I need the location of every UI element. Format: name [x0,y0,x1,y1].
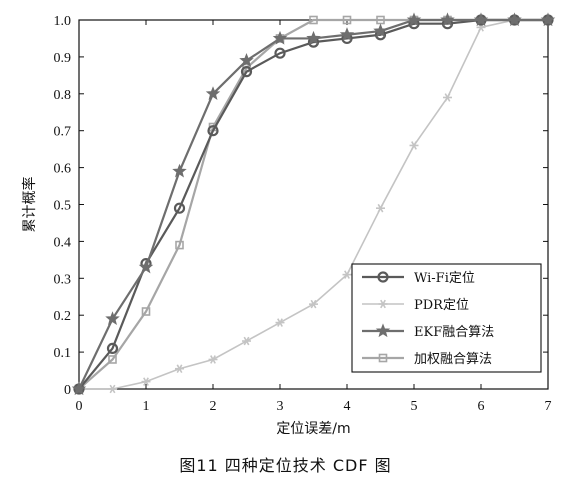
data-point [309,15,318,25]
data-point [378,353,388,363]
x-tick-label: 1 [143,399,150,414]
x-tick-label: 7 [545,399,552,414]
legend-label: Wi-Fi定位 [414,271,475,286]
y-tick-label: 1.0 [54,14,72,29]
x-tick-label: 6 [478,399,485,414]
data-point [106,342,119,355]
legend-label: PDR定位 [414,298,469,313]
legend-label: 加权融合算法 [414,351,492,367]
data-point [440,12,455,27]
y-tick-label: 0.1 [54,346,72,361]
data-point [242,336,251,346]
data-point [507,12,522,27]
figure-caption: 图11 四种定位技术 CDF 图 [179,456,392,475]
x-axis-label: 定位误差/m [276,421,350,437]
data-point [138,259,154,274]
data-point [71,381,87,396]
data-point [473,12,489,27]
data-point [105,311,120,326]
x-tick-label: 4 [344,399,351,414]
y-tick-label: 0 [64,383,71,398]
data-point [175,364,184,374]
legend-item: EKF融合算法 [362,323,494,340]
data-point [540,12,556,27]
data-point [378,299,388,309]
y-tick-label: 0.8 [54,88,72,103]
data-point [141,377,151,386]
data-point [306,30,321,45]
data-point [342,15,352,25]
data-point [272,30,288,45]
y-tick-label: 0.4 [54,235,72,250]
data-point [141,307,151,316]
data-point [108,384,117,394]
legend-item: Wi-Fi定位 [362,271,475,286]
y-tick-label: 0.9 [54,51,72,66]
y-tick-label: 0.7 [54,125,72,140]
data-point [275,318,285,327]
data-point [376,203,385,213]
data-point [173,202,186,214]
data-point [207,125,219,137]
legend-item: PDR定位 [362,298,469,313]
y-tick-label: 0.5 [54,199,72,214]
data-point [409,141,419,150]
data-point [375,323,391,338]
x-tick-label: 5 [411,399,418,414]
data-point [406,12,422,27]
data-point [339,27,355,41]
series-line [78,18,548,390]
legend-label: EKF融合算法 [414,325,494,340]
x-tick-label: 2 [210,399,217,414]
data-point [240,66,253,78]
y-tick-label: 0.2 [54,309,72,324]
series-layer [71,12,556,396]
data-point [172,163,187,178]
data-point [373,23,388,38]
x-tick-label: 0 [76,399,83,414]
data-point [205,86,221,100]
y-tick-label: 0.6 [54,162,72,177]
data-point [108,355,117,364]
y-tick-label: 0.3 [54,272,72,287]
cdf-chart: 0 1 2 3 4 5 6 700.10.20.30.40.50.60.70.80.91.0 … [21,12,556,437]
legend-item: 加权融合算法 [362,351,492,367]
y-axis-label: 累计概率 [21,177,38,233]
data-point [443,93,452,102]
data-point [342,270,352,279]
data-point [208,355,218,364]
data-point [239,52,254,67]
x-tick-label: 3 [277,399,284,414]
data-point [175,240,184,250]
series-3 [71,12,556,396]
data-point [377,271,389,283]
data-point [274,47,286,59]
data-point [309,299,318,309]
